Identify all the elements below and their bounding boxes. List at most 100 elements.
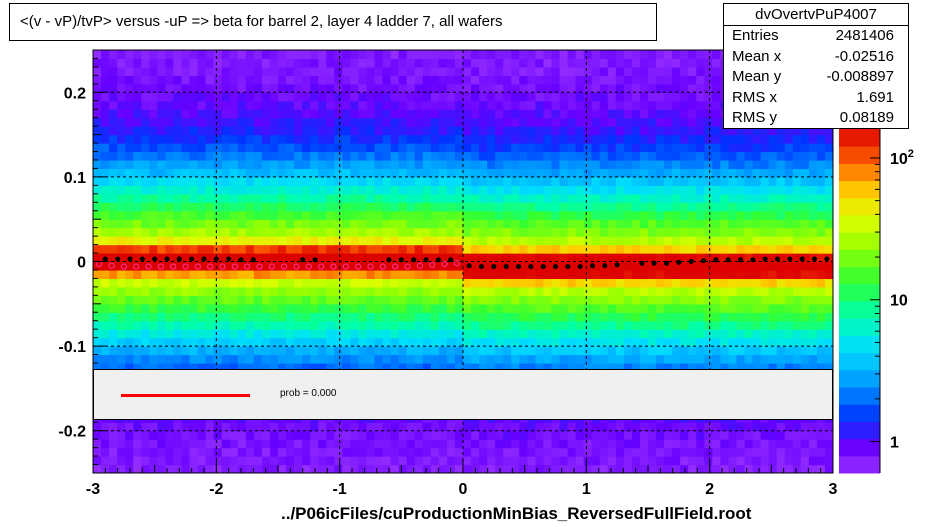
heatmap-cell: [631, 117, 641, 127]
heatmap-cell: [334, 159, 343, 170]
heatmap-cell: [398, 447, 408, 457]
heatmap-cell: [390, 236, 400, 246]
heatmap-cell: [125, 176, 134, 186]
heatmap-cell: [784, 456, 794, 466]
heatmap-cell: [358, 134, 368, 144]
heatmap-cell: [672, 337, 681, 347]
heatmap-cell: [261, 100, 271, 110]
heatmap-cell: [768, 286, 778, 296]
heatmap-cell: [728, 193, 738, 203]
heatmap-cell: [302, 337, 311, 347]
heatmap-cell: [390, 422, 400, 432]
heatmap-cell: [639, 464, 649, 473]
heatmap-cell: [696, 219, 705, 229]
heatmap-cell: [157, 92, 166, 102]
heatmap-cell: [438, 244, 448, 254]
stats-row: Entries 2481406: [724, 26, 908, 47]
heatmap-cell: [503, 447, 512, 457]
heatmap-cell: [350, 303, 360, 313]
heatmap-cell: [422, 109, 432, 119]
heatmap-cell: [680, 227, 689, 237]
heatmap-cell: [503, 50, 512, 60]
heatmap-cell: [318, 193, 327, 203]
heatmap-cell: [406, 159, 416, 170]
heatmap-cell: [479, 83, 488, 93]
heatmap-cell: [173, 456, 183, 466]
heatmap-cell: [656, 456, 665, 466]
heatmap-cell: [454, 210, 464, 220]
heatmap-cell: [551, 439, 561, 449]
heatmap-cell: [623, 227, 633, 237]
heatmap-cell: [607, 253, 617, 263]
heatmap-cell: [438, 227, 448, 237]
heatmap-cell: [141, 278, 150, 288]
heatmap-cell: [334, 269, 343, 280]
heatmap-cell: [680, 329, 689, 339]
heatmap-cell: [422, 66, 432, 76]
heatmap-cell: [664, 236, 673, 246]
heatmap-cell: [358, 185, 368, 195]
heatmap-cell: [776, 329, 786, 339]
heatmap-cell: [672, 185, 681, 195]
heatmap-cell: [310, 261, 319, 271]
heatmap-cell: [366, 202, 376, 212]
heatmap-cell: [527, 278, 536, 288]
heatmap-cell: [109, 176, 118, 186]
heatmap-cell: [688, 320, 697, 330]
heatmap-cell: [792, 303, 802, 313]
heatmap-cell: [639, 286, 649, 296]
heatmap-cell: [229, 312, 239, 322]
heatmap-cell: [334, 202, 343, 212]
heatmap-cell: [648, 92, 657, 102]
heatmap-cell: [125, 363, 134, 373]
heatmap-cell: [664, 329, 673, 339]
heatmap-cell: [438, 303, 448, 313]
heatmap-cell: [736, 210, 746, 220]
heatmap-cell: [567, 354, 577, 364]
heatmap-cell: [648, 269, 657, 280]
heatmap-cell: [414, 303, 424, 313]
heatmap-cell: [808, 346, 818, 356]
heatmap-cell: [261, 83, 271, 93]
heatmap-cell: [728, 269, 738, 280]
heatmap-cell: [591, 363, 601, 373]
heatmap-cell: [503, 75, 512, 85]
profile-point: [676, 259, 682, 265]
heatmap-cell: [680, 278, 689, 288]
heatmap-cell: [712, 185, 721, 195]
heatmap-cell: [784, 354, 794, 364]
heatmap-cell: [382, 75, 392, 85]
heatmap-cell: [125, 456, 134, 466]
heatmap-cell: [430, 227, 440, 237]
heatmap-cell: [438, 269, 448, 280]
heatmap-cell: [229, 176, 239, 186]
heatmap-cell: [784, 303, 794, 313]
heatmap-cell: [543, 92, 553, 102]
heatmap-cell: [471, 185, 480, 195]
heatmap-cell: [639, 363, 649, 373]
heatmap-cell: [342, 456, 351, 466]
palette-band: [839, 266, 880, 285]
heatmap-cell: [591, 202, 601, 212]
heatmap-cell: [133, 109, 142, 119]
heatmap-cell: [181, 447, 191, 457]
heatmap-cell: [639, 83, 649, 93]
heatmap-cell: [567, 286, 577, 296]
heatmap-cell: [575, 346, 585, 356]
heatmap-cell: [189, 329, 199, 339]
heatmap-cell: [253, 66, 263, 76]
heatmap-cell: [294, 117, 303, 127]
heatmap-cell: [535, 193, 545, 203]
heatmap-cell: [278, 185, 287, 195]
heatmap-cell: [197, 193, 207, 203]
heatmap-cell: [278, 219, 287, 229]
heatmap-cell: [559, 312, 569, 322]
heatmap-cell: [446, 202, 456, 212]
heatmap-cell: [559, 159, 569, 170]
heatmap-cell: [173, 261, 183, 271]
heatmap-cell: [463, 269, 472, 280]
heatmap-cell: [133, 269, 142, 280]
heatmap-cell: [117, 278, 126, 288]
heatmap-cell: [261, 134, 271, 144]
heatmap-cell: [109, 261, 118, 271]
